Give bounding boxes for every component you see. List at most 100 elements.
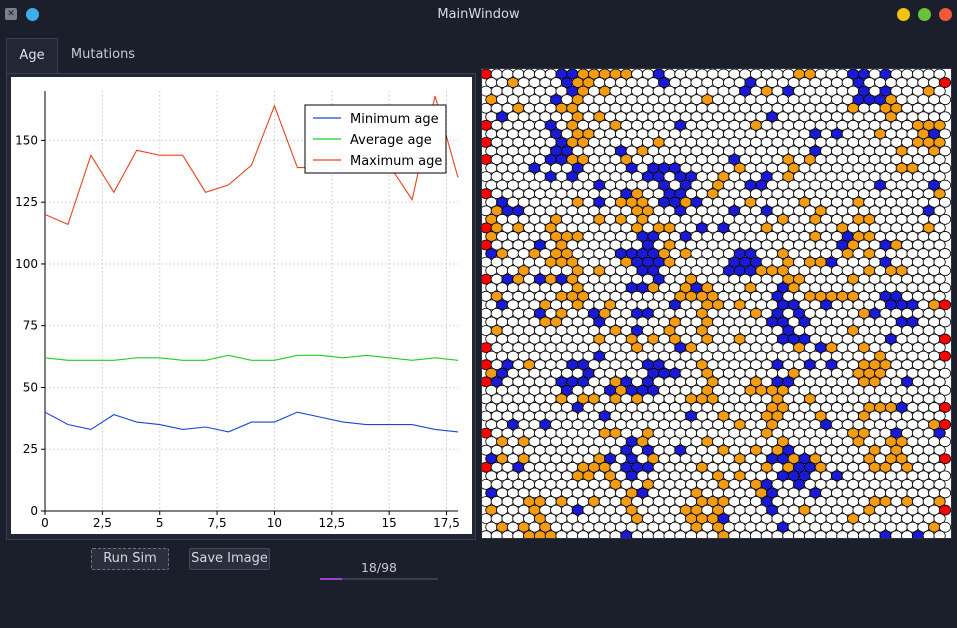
hex-cell (501, 530, 514, 542)
hex-cell (836, 530, 849, 542)
x-tick-label: 12,5 (318, 516, 345, 530)
series-line-minimum-age (44, 411, 459, 433)
hex-grid-view (479, 68, 952, 542)
hex-cell (938, 350, 952, 362)
hex-cell (938, 470, 952, 482)
hex-cell (933, 85, 946, 97)
hex-cell (598, 530, 611, 542)
hex-cell (938, 77, 952, 88)
x-tick-label: 0 (41, 516, 49, 530)
hex-cell (641, 530, 655, 542)
hex-cell (933, 359, 946, 371)
hex-cell (587, 530, 601, 542)
hex-cell (663, 530, 676, 542)
keep-on-all-desktops-button[interactable] (26, 8, 39, 21)
maximize-button[interactable] (918, 8, 931, 21)
hex-cell (933, 342, 946, 354)
hex-cell (922, 530, 935, 542)
hex-cell (749, 530, 763, 542)
hex-cell (814, 530, 827, 542)
x-tick-label: 10 (267, 516, 282, 530)
hex-cell (938, 265, 952, 277)
hex-cell (717, 530, 730, 542)
legend-label: Maximum age (350, 154, 442, 169)
hex-cell (933, 513, 946, 525)
hex-cell (577, 530, 590, 542)
hex-cell (879, 530, 892, 542)
hex-cell (938, 436, 952, 448)
hex-cell (739, 530, 752, 542)
hex-cell (933, 376, 946, 388)
hex-cell (938, 282, 952, 294)
app-icon[interactable]: ✕ (5, 8, 17, 20)
hex-cell (685, 530, 698, 542)
hex-cell (938, 179, 952, 191)
tab-age[interactable]: Age (6, 38, 58, 74)
y-tick-label: 125 (15, 195, 38, 209)
hex-cell (911, 530, 925, 542)
hex-cell (803, 530, 817, 542)
hex-cell (609, 530, 622, 542)
hex-cell (938, 367, 952, 379)
hex-cell (933, 496, 946, 507)
hex-cell (933, 154, 946, 165)
hex-cell (555, 530, 568, 542)
x-tick-label: 17,5 (433, 516, 460, 530)
minimize-button[interactable] (897, 8, 910, 21)
hex-cell (933, 239, 946, 251)
hex-cell (938, 162, 952, 174)
progress-bar-fill (320, 578, 342, 580)
progress-bar (320, 578, 438, 580)
hex-cell (933, 205, 946, 217)
age-chart-svg: 0 2,5 5 7,5 10 12,5 15 17,5 0 25 50 75 100 125 150 Mini… (15, 91, 460, 530)
x-tick-label: 2,5 (93, 516, 112, 530)
hex-grid-svg (479, 68, 952, 542)
hex-cell (938, 231, 952, 242)
legend-label: Minimum age (350, 112, 439, 127)
y-tick-label: 25 (23, 442, 38, 456)
hex-cell (933, 393, 946, 405)
hex-cell (933, 530, 946, 542)
hex-cell (901, 530, 914, 542)
hex-cell (631, 530, 644, 542)
progress-label: 18/98 (360, 560, 398, 575)
hex-cells (479, 68, 952, 542)
y-tick-label: 100 (15, 257, 38, 271)
hex-cell (933, 188, 946, 200)
save-image-button[interactable]: Save Image (189, 548, 270, 570)
hex-cell (890, 530, 903, 542)
hex-cell (566, 530, 579, 542)
hex-cell (512, 530, 525, 542)
hex-cell (938, 384, 952, 396)
tab-mutations[interactable]: Mutations (70, 47, 136, 62)
hex-cell (490, 530, 503, 542)
hex-cell (857, 530, 871, 542)
hex-cell (938, 487, 952, 499)
hex-cell (620, 530, 633, 542)
hex-cell (544, 530, 557, 542)
hex-cell (933, 102, 946, 114)
hex-cell (938, 504, 952, 516)
hex-cell (674, 530, 687, 542)
x-tick-label: 7,5 (208, 516, 227, 530)
hex-cell (728, 530, 741, 542)
hex-cell (933, 410, 946, 422)
hex-cell (938, 419, 952, 430)
y-tick-label: 0 (30, 504, 38, 518)
hex-cell (938, 94, 952, 106)
run-sim-button[interactable]: Run Sim (91, 548, 169, 570)
close-button[interactable] (939, 8, 952, 21)
hex-cell (933, 256, 946, 268)
hex-cell (933, 171, 946, 182)
hex-cell (938, 453, 952, 465)
title-bar: ✕ MainWindow (0, 0, 957, 30)
hex-cell (933, 461, 946, 473)
hex-cell (938, 128, 952, 140)
hex-cell (868, 530, 881, 542)
hex-cell (938, 248, 952, 259)
hex-cell (760, 530, 773, 542)
y-tick-label: 150 (15, 133, 38, 147)
hex-cell (825, 530, 838, 542)
hex-cell (933, 119, 946, 131)
hex-cell (933, 307, 946, 319)
